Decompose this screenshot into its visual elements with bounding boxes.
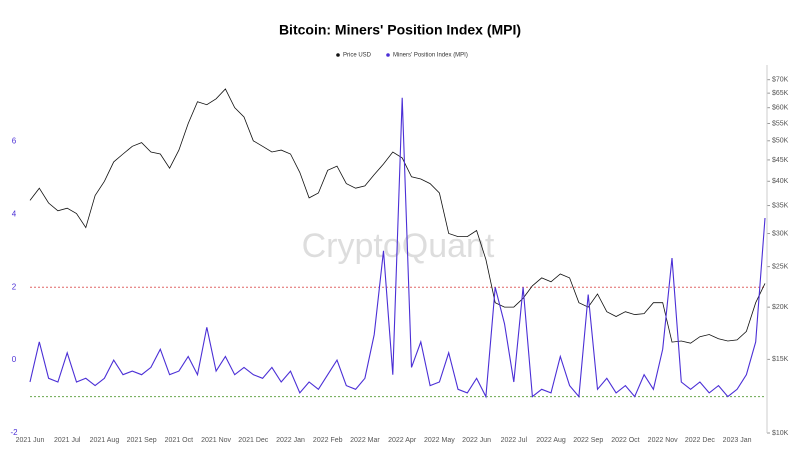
x-tick-label: 2022 Jan: [276, 437, 305, 444]
y2-tick-label: $10K: [772, 430, 789, 437]
series-line: [29, 97, 766, 399]
y2-tick-label: $55K: [772, 120, 789, 127]
legend-label: Price USD: [343, 53, 372, 59]
y2-tick-label: $20K: [772, 304, 789, 311]
y2-tick-label: $40K: [772, 178, 789, 185]
legend-label: Miners' Position Index (MPI): [393, 53, 468, 59]
y2-tick-label: $70K: [772, 77, 789, 84]
x-tick-label: 2022 May: [424, 437, 455, 444]
x-tick-label: 2021 Dec: [238, 437, 268, 444]
x-tick-label: 2021 Jul: [54, 437, 81, 444]
y2-tick-label: $35K: [772, 202, 789, 209]
y2-tick-label: $30K: [772, 230, 789, 237]
x-tick-label: 2021 Sep: [127, 437, 157, 444]
x-tick-label: 2022 Sep: [573, 437, 603, 444]
y-tick-label: 6: [12, 137, 17, 146]
x-tick-label: 2022 Jun: [462, 437, 491, 444]
y-tick-label: -2: [10, 428, 18, 437]
x-tick-label: 2023 Jan: [723, 437, 752, 444]
y2-tick-label: $65K: [772, 90, 789, 97]
y2-tick-label: $15K: [772, 356, 789, 363]
y2-tick-label: $60K: [772, 105, 789, 112]
y-tick-label: 0: [12, 355, 17, 364]
x-tick-label: 2021 Oct: [165, 437, 193, 444]
y2-tick-label: $25K: [772, 263, 789, 270]
watermark: CryptoQuant: [302, 227, 495, 265]
x-tick-label: 2022 Apr: [388, 437, 417, 444]
y-tick-label: 2: [12, 282, 17, 291]
x-tick-label: 2022 Feb: [313, 437, 343, 444]
y2-tick-label: $45K: [772, 157, 789, 164]
y-tick-label: 4: [12, 209, 17, 218]
x-tick-label: 2022 Jul: [501, 437, 528, 444]
y2-tick-label: $50K: [772, 138, 789, 145]
legend-marker: [386, 53, 390, 57]
x-tick-label: 2021 Aug: [90, 437, 120, 444]
x-tick-label: 2022 Oct: [611, 437, 639, 444]
x-tick-label: 2021 Nov: [201, 437, 231, 444]
chart-title: Bitcoin: Miners' Position Index (MPI): [279, 22, 521, 38]
legend-marker: [336, 53, 340, 57]
x-tick-label: 2022 Aug: [536, 437, 566, 444]
x-tick-label: 2022 Dec: [685, 437, 715, 444]
x-tick-label: 2021 Jun: [16, 437, 45, 444]
series-line: [29, 88, 766, 344]
x-tick-label: 2022 Nov: [648, 437, 678, 444]
x-tick-label: 2022 Mar: [350, 437, 380, 444]
